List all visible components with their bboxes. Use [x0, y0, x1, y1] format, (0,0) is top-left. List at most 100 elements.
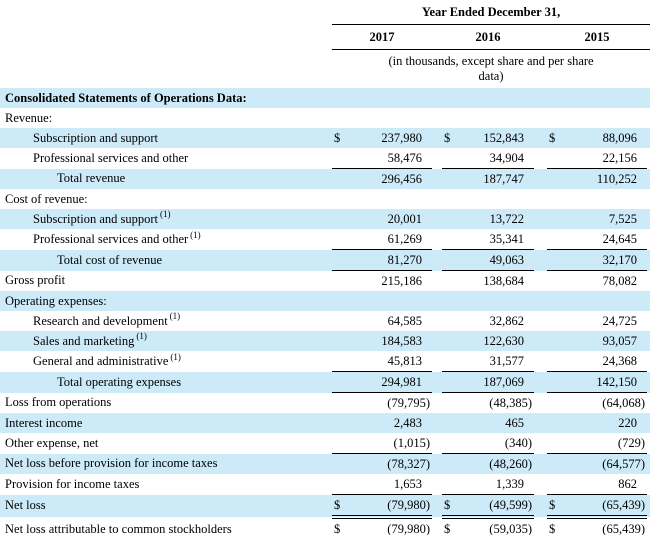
- column-gap: [534, 331, 547, 351]
- value-cell: [354, 189, 432, 209]
- currency-symbol: [442, 331, 462, 351]
- table-row: Net loss $ (79,980) $ (49,599) $ (65,439): [0, 494, 650, 519]
- table-row: Provision for income taxes 1,653 1,339 862: [0, 474, 650, 495]
- year-header-row: 2017 2016 2015: [0, 24, 650, 50]
- column-gap: [534, 128, 547, 148]
- table-row: Revenue:: [0, 108, 650, 128]
- column-gap: [432, 229, 442, 250]
- currency-symbol: [442, 249, 462, 271]
- column-gap: [534, 291, 547, 311]
- column-gap: [534, 453, 547, 474]
- column-gap: [534, 108, 547, 128]
- value-cell: 187,747: [462, 168, 534, 189]
- currency-symbol: [332, 209, 354, 229]
- year-column-header: 2016: [442, 24, 534, 50]
- row-label: Net loss: [0, 494, 332, 517]
- column-gap: [647, 413, 650, 433]
- amount: 138,684: [483, 273, 524, 288]
- row-label: Research and development (1): [33, 311, 181, 328]
- column-gap: [534, 474, 547, 495]
- currency-symbol: [442, 291, 462, 311]
- currency-symbol: [547, 271, 567, 292]
- amount: 187,069: [483, 374, 524, 389]
- amount: (79,980): [387, 497, 430, 512]
- column-gap: [534, 209, 547, 229]
- column-gap: [432, 413, 442, 433]
- value-cell: 7,525: [567, 209, 647, 229]
- currency-symbol: [547, 474, 567, 495]
- currency-symbol: [442, 474, 462, 495]
- row-label: Total operating expenses: [0, 371, 332, 393]
- column-gap: [432, 474, 442, 495]
- currency-symbol: [442, 88, 462, 108]
- value-cell: 35,341: [462, 229, 534, 250]
- currency-symbol: [332, 311, 354, 331]
- amount: (65,439): [602, 497, 645, 512]
- table-row: Operating expenses:: [0, 291, 650, 311]
- units-note-line: (in thousands, except share and per shar…: [388, 54, 594, 68]
- column-gap: [432, 351, 442, 372]
- value-cell: [462, 88, 534, 108]
- value-cell: (65,439): [567, 517, 647, 535]
- column-gap: [647, 453, 650, 474]
- currency-symbol: [547, 433, 567, 454]
- amount: (729): [617, 435, 645, 450]
- currency-symbol: [442, 271, 462, 292]
- currency-symbol: [547, 393, 567, 414]
- currency-symbol: [332, 148, 354, 169]
- value-cell: 22,156: [567, 148, 647, 169]
- table-row: Loss from operations (79,795) (48,385) (64,…: [0, 393, 650, 414]
- row-label: General and administrative (1): [33, 351, 181, 368]
- column-gap: [432, 108, 442, 128]
- currency-symbol: [547, 229, 567, 250]
- column-gap: [534, 517, 547, 535]
- value-cell: 61,269: [354, 229, 432, 250]
- table-row: Sales and marketing (1) 184,583 122,630 93,0…: [0, 331, 650, 351]
- value-cell: 187,069: [462, 371, 534, 393]
- table-row: Interest income 2,483 465 220: [0, 413, 650, 433]
- amount: 1,653: [393, 476, 422, 491]
- column-gap: [432, 393, 442, 414]
- amount: 187,747: [483, 171, 524, 186]
- column-gap: [534, 494, 547, 517]
- units-note-row: (in thousands, except share and per shar…: [0, 50, 650, 89]
- value-cell: 237,980: [354, 128, 432, 148]
- currency-symbol: $: [442, 494, 462, 519]
- amount: (78,327): [387, 456, 430, 471]
- currency-symbol: [547, 168, 567, 189]
- column-gap: [534, 413, 547, 433]
- amount: 61,269: [387, 231, 422, 246]
- footnote-marker: (1): [136, 331, 147, 342]
- table-row: Subscription and support (1) 20,001 13,722 7…: [0, 209, 650, 229]
- table-row: Research and development (1) 64,585 32,862 2…: [0, 311, 650, 331]
- currency-symbol: [442, 189, 462, 209]
- column-gap: [432, 494, 442, 517]
- currency-symbol: [547, 88, 567, 108]
- currency-symbol: [547, 453, 567, 474]
- row-label: Net loss before provision for income tax…: [0, 453, 332, 474]
- amount: 20,001: [387, 211, 422, 226]
- amount: 122,630: [483, 333, 524, 348]
- amount: 237,980: [381, 130, 422, 145]
- value-cell: [354, 88, 432, 108]
- row-label: Net loss attributable to common stockhol…: [5, 521, 232, 535]
- value-cell: 465: [462, 413, 534, 433]
- table-row: Subscription and support $237,980 $152,843…: [0, 128, 650, 148]
- column-gap: [534, 271, 547, 292]
- amount: 296,456: [381, 171, 422, 186]
- value-cell: 152,843: [462, 128, 534, 148]
- table-row: Total revenue 296,456 187,747 110,252: [0, 168, 650, 189]
- value-cell: 32,862: [462, 311, 534, 331]
- row-label: Total cost of revenue: [0, 249, 332, 271]
- column-gap: [647, 128, 650, 148]
- value-cell: 64,585: [354, 311, 432, 331]
- units-note: (in thousands, except share and per shar…: [332, 50, 650, 89]
- units-note-line: data): [478, 69, 504, 83]
- value-cell: [567, 291, 647, 311]
- amount: 49,063: [489, 252, 524, 267]
- amount: 24,645: [602, 231, 637, 246]
- currency-symbol: [547, 413, 567, 433]
- amount: 465: [505, 415, 524, 430]
- currency-symbol: [442, 433, 462, 454]
